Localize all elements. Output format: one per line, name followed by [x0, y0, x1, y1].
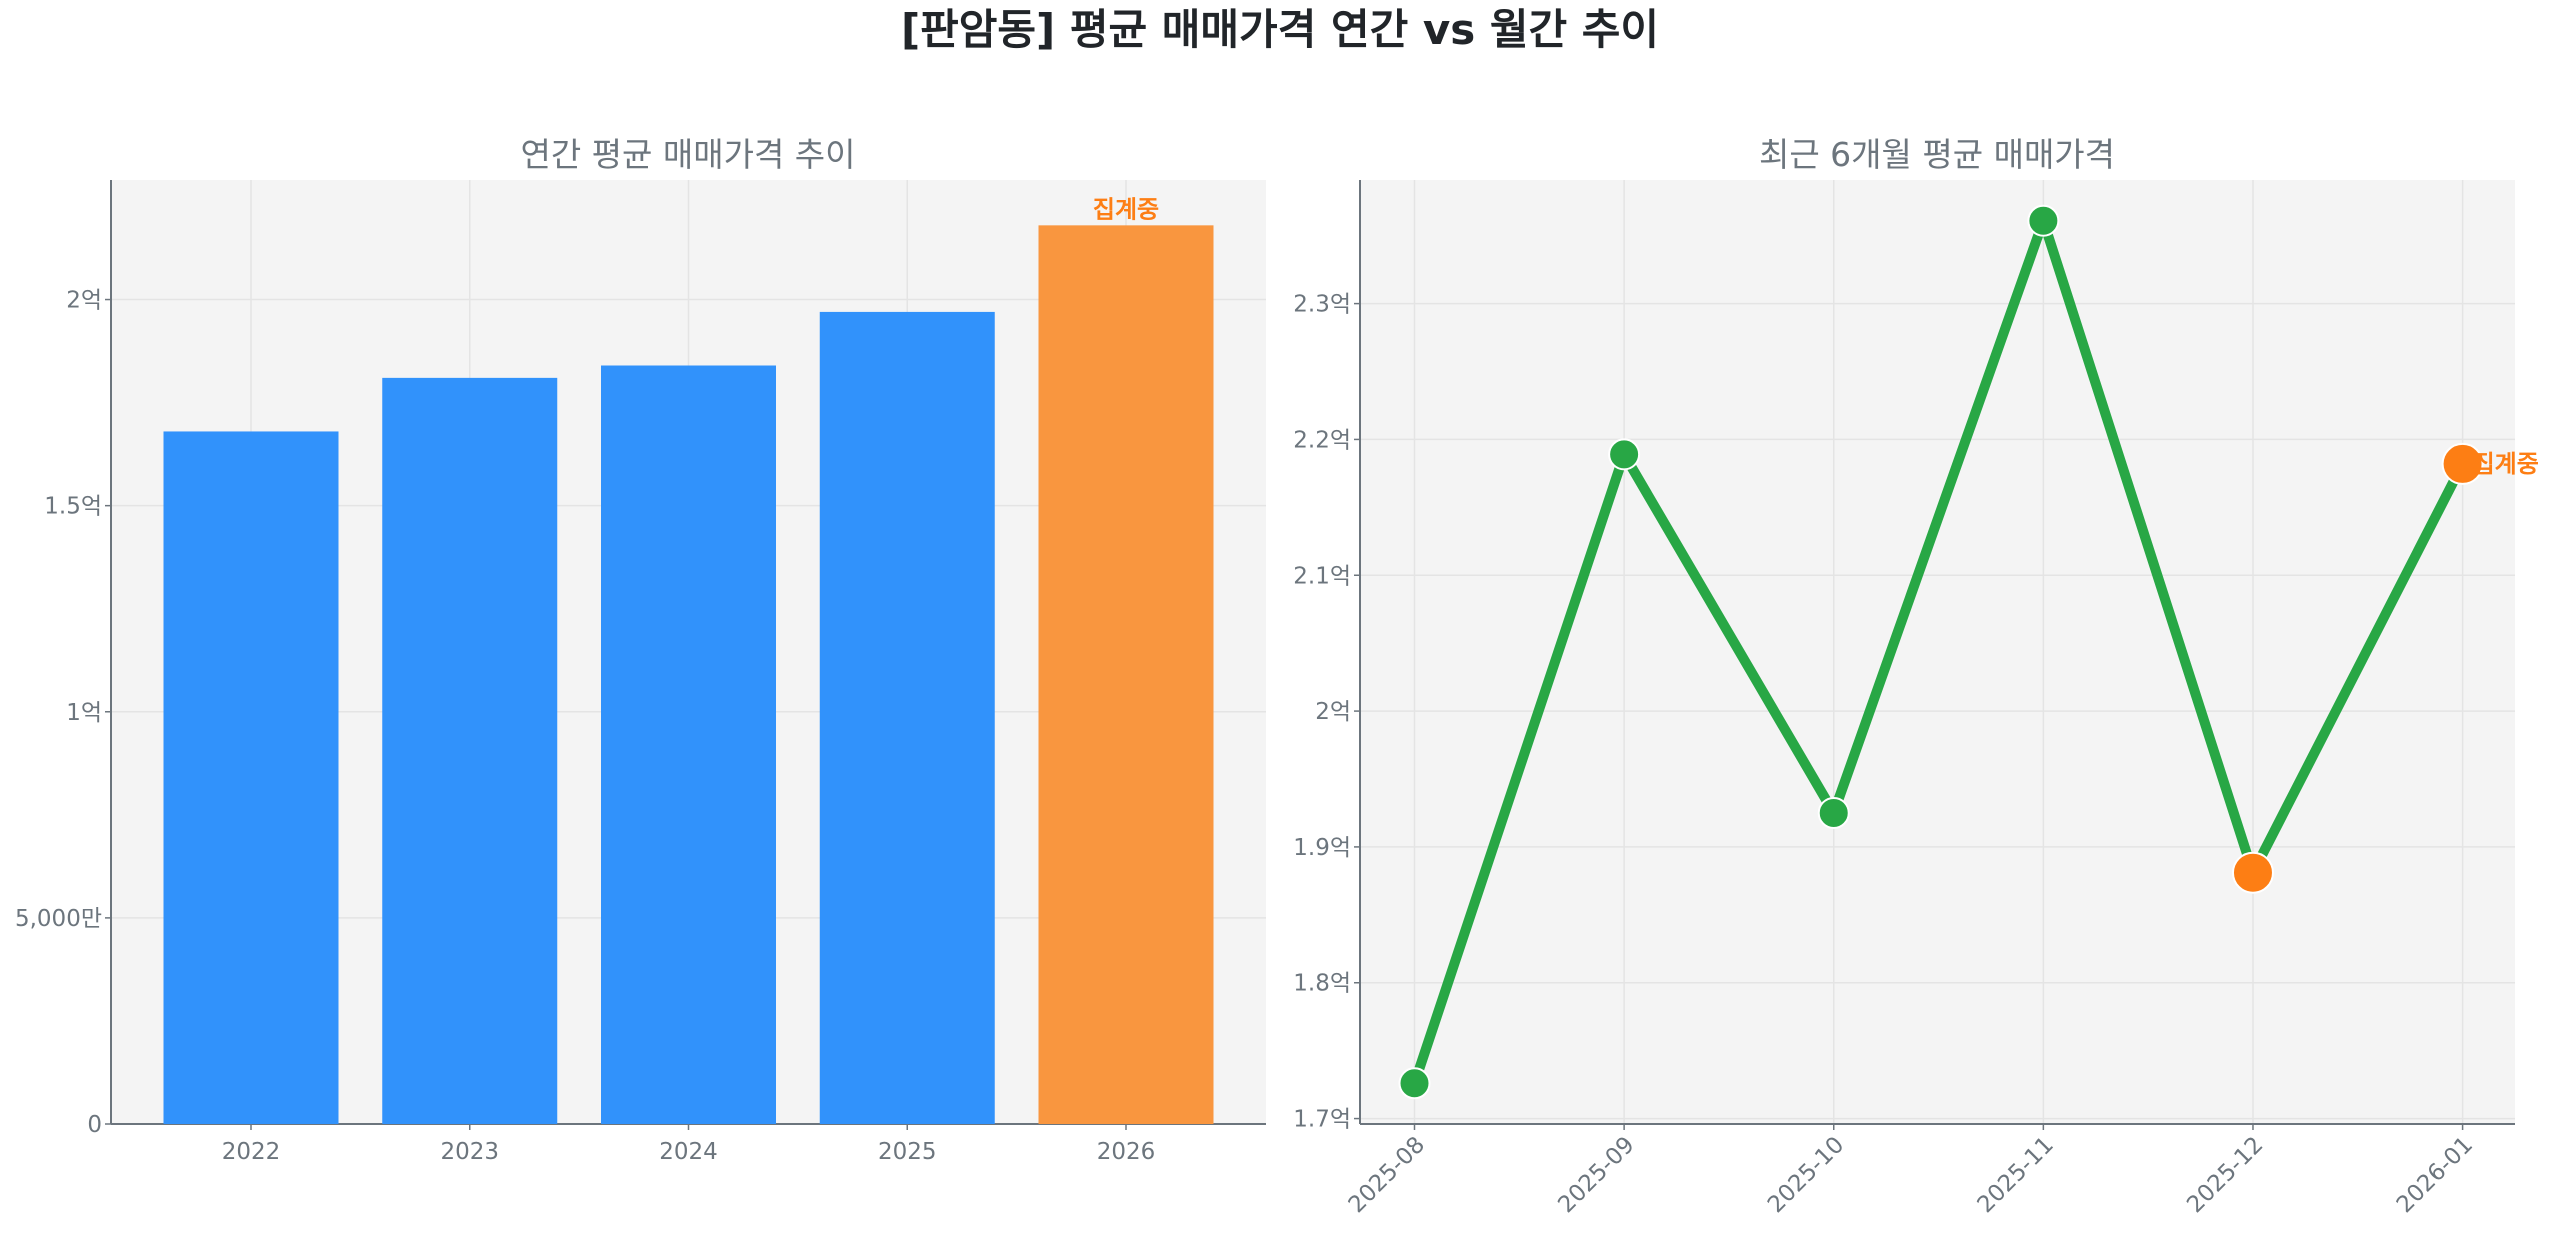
bar-2025 [819, 311, 995, 1124]
line-chart: 1.7억 1.8억 1.9억 2억 2.1억 2.2억 2.3억 2025-08 2025-09… [1293, 180, 2539, 1218]
bar-ytick-label: 0 [87, 1112, 102, 1138]
point-2025-10 [1817, 796, 1850, 829]
point-2025-12 [2231, 851, 2274, 894]
bar-xtick-label: 2022 [222, 1139, 281, 1165]
bar-2023 [382, 377, 558, 1124]
point-2025-11 [2027, 204, 2060, 237]
bar-2024 [601, 365, 776, 1124]
line-chart-title: 최근 6개월 평균 매매가격 [1759, 135, 2115, 174]
line-annotation: 집계중 [2473, 450, 2539, 478]
line-xtick-label: 2025-11 [1973, 1132, 2059, 1218]
bar-2026 [1038, 225, 1214, 1124]
bar-2022 [163, 431, 339, 1125]
line-xtick-label: 2025-10 [1763, 1132, 1849, 1218]
line-xtick-label: 2025-08 [1344, 1132, 1430, 1218]
bar-xtick-label: 2023 [440, 1139, 499, 1165]
line-plot-area [1360, 180, 2515, 1124]
line-xtick-label: 2025-12 [2182, 1132, 2268, 1218]
bar-ytick-label: 5,000만 [15, 906, 102, 932]
point-2025-09 [1608, 438, 1641, 471]
bar-chart-title: 연간 평균 매매가격 추이 [520, 135, 855, 174]
line-ytick-label: 2.1억 [1293, 563, 1351, 589]
point-2026-01 [2441, 442, 2484, 485]
bar-xtick-label: 2024 [659, 1139, 718, 1165]
line-ytick-label: 1.7억 [1293, 1107, 1351, 1133]
line-ytick-label: 2.3억 [1293, 292, 1351, 318]
bar-xtick-label: 2025 [878, 1139, 937, 1165]
figure-title: [판암동] 평균 매매가격 연간 vs 월간 추이 [901, 5, 1659, 54]
line-xtick-label: 2026-01 [2392, 1132, 2478, 1218]
bar-annotation: 집계중 [1093, 195, 1159, 223]
line-xtick-label: 2025-09 [1553, 1132, 1639, 1218]
bar-ytick-label: 1억 [66, 700, 102, 726]
bar-chart: 0 5,000만 1억 1.5억 2억 2022 2023 2024 2025 2026 집계중 [15, 180, 1266, 1165]
bar-ytick-label: 1.5억 [44, 494, 102, 520]
line-series [1409, 215, 2468, 1085]
line-ytick-label: 2.2억 [1293, 427, 1351, 453]
bar-ytick-label: 2억 [66, 288, 102, 314]
line-ytick-label: 1.8억 [1293, 971, 1351, 997]
bar-xtick-label: 2026 [1097, 1139, 1156, 1165]
line-ytick-label: 2억 [1315, 699, 1351, 725]
point-2025-08 [1398, 1067, 1431, 1100]
line-ytick-label: 1.9억 [1293, 835, 1351, 861]
